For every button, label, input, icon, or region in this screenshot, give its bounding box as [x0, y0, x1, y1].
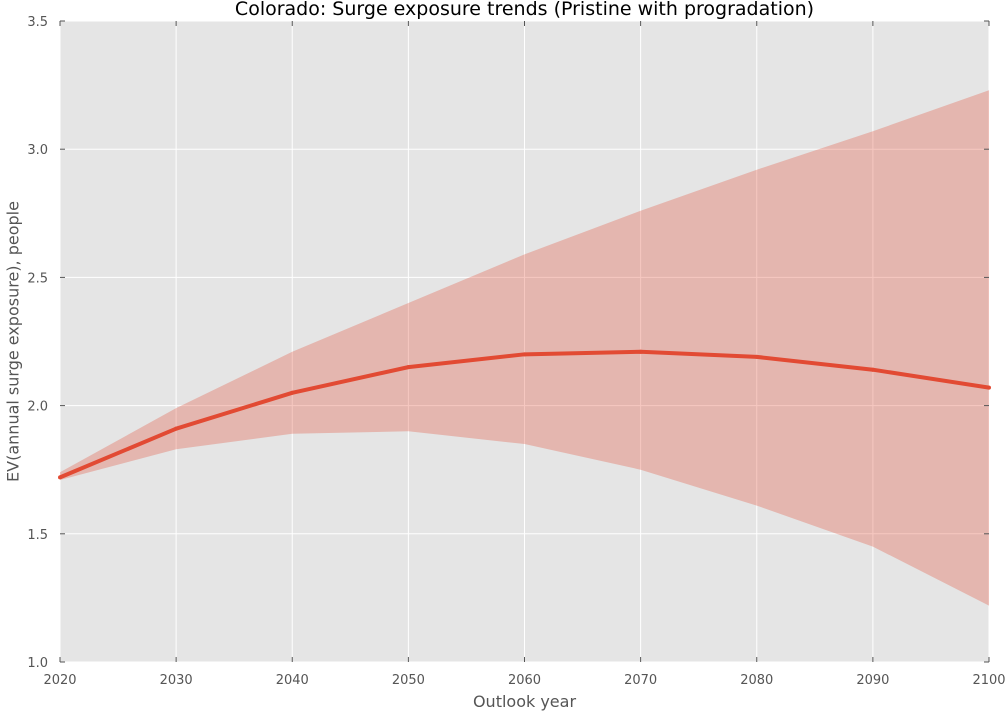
x-tick-label: 2080 [740, 673, 773, 688]
x-tick-label: 2030 [160, 673, 193, 688]
x-tick-label: 2060 [508, 673, 541, 688]
data-point [638, 349, 643, 354]
y-tick-label: 3.5 [27, 15, 48, 30]
confidence-band [60, 90, 989, 606]
data-point [406, 365, 411, 370]
y-axis-label: EV(annual surge exposure), people [4, 201, 23, 482]
x-tick-label: 2100 [972, 673, 1005, 688]
data-point [522, 352, 527, 357]
x-tick-label: 2040 [276, 673, 309, 688]
y-tick-label: 3.0 [27, 143, 48, 158]
y-tick-label: 1.5 [27, 528, 48, 543]
x-tick-label: 2020 [43, 673, 76, 688]
y-tick-label: 2.0 [27, 400, 48, 415]
data-point [987, 385, 991, 390]
x-tick-label: 2090 [856, 673, 889, 688]
data-point [754, 354, 759, 359]
data-point [174, 426, 179, 431]
data-point [58, 475, 62, 480]
confidence-band-layer [60, 90, 989, 606]
series-line-layer [58, 349, 991, 480]
data-point [290, 390, 295, 395]
chart-title: Colorado: Surge exposure trends (Pristin… [235, 0, 814, 20]
x-axis-label: Outlook year [473, 692, 577, 711]
x-tick-label: 2050 [392, 673, 425, 688]
y-tick-label: 2.5 [27, 271, 48, 286]
axis-ticks [59, 20, 990, 663]
data-point [870, 367, 875, 372]
y-tick-label: 1.0 [27, 656, 48, 671]
x-tick-label: 2070 [624, 673, 657, 688]
tick-labels: 2020 2030 2040 2050 2060 2070 2080 2090 2100 1.0 1… [27, 15, 1005, 688]
